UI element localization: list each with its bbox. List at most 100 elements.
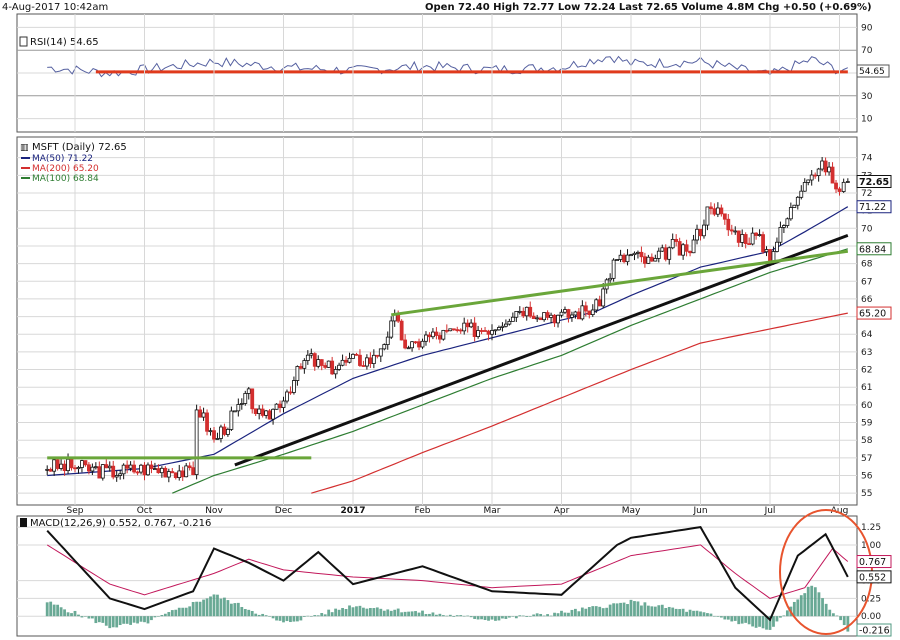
- macd-histogram-bar: [747, 616, 751, 625]
- macd-histogram-bar: [202, 599, 205, 617]
- candle-body: [799, 190, 804, 198]
- candle-body: [305, 354, 310, 361]
- macd-histogram-bar: [163, 613, 167, 617]
- candle-body: [632, 252, 637, 256]
- macd-histogram-bar: [765, 616, 768, 630]
- candle-body: [517, 310, 522, 313]
- candle-body: [111, 465, 116, 478]
- macd-histogram-bar: [407, 611, 410, 617]
- uptrend-line: [234, 233, 849, 467]
- macd-histogram-bar: [247, 609, 251, 617]
- candle-body: [497, 327, 501, 331]
- candle-body: [469, 322, 474, 328]
- candle-body: [743, 234, 748, 244]
- candle-body: [677, 241, 682, 256]
- candle-body: [128, 464, 133, 469]
- candle-body: [528, 306, 533, 317]
- macd-histogram-bar: [157, 616, 160, 617]
- macd-histogram-bar: [640, 605, 643, 617]
- candle-body: [462, 322, 467, 332]
- candle-body: [253, 408, 258, 415]
- price-tag-box: [856, 242, 892, 256]
- rsi-legend-swatch: [19, 36, 28, 47]
- candle-body: [132, 464, 136, 473]
- candle-body: [782, 225, 786, 228]
- price-tick-label: 63: [861, 348, 872, 358]
- macd-histogram-bar: [751, 616, 755, 627]
- macd-histogram-bar: [278, 616, 282, 621]
- macd-histogram-bar: [195, 601, 199, 617]
- macd-histogram-bar: [205, 598, 209, 617]
- candle-body: [225, 429, 230, 435]
- macd-histogram-bar: [45, 602, 49, 617]
- macd-histogram-bar: [66, 612, 70, 617]
- candle-body: [173, 472, 178, 479]
- macd-histogram-bar: [646, 605, 650, 617]
- candle-body: [208, 430, 213, 433]
- macd-histogram-bar: [678, 609, 682, 617]
- candle-body: [250, 388, 255, 410]
- macd-histogram-bar: [379, 608, 383, 617]
- candle-body: [458, 329, 463, 332]
- rising-support-line: [391, 249, 849, 317]
- candle-body: [649, 256, 654, 262]
- rsi-line: [47, 55, 849, 78]
- candle-body: [170, 471, 175, 474]
- macd-histogram-bar: [330, 612, 334, 617]
- macd-label: MACD(12,26,9) 0.552, 0.767, -0.216: [30, 518, 211, 529]
- macd-histogram-bar: [285, 616, 289, 622]
- candle-body: [698, 228, 703, 237]
- candle-body: [719, 207, 724, 215]
- macd-histogram-bar: [299, 616, 303, 621]
- price-tick-label: 61: [861, 383, 872, 393]
- candle-body: [722, 213, 727, 220]
- rsi-legend: RSI(14) 54.65: [19, 36, 99, 48]
- macd-histogram-bar: [702, 612, 706, 617]
- price-tick-label: 66: [861, 295, 873, 305]
- candle-body: [302, 360, 307, 369]
- price-tag-text: 72.65: [859, 177, 889, 188]
- x-axis-label: 2017: [340, 506, 365, 516]
- candle-body: [695, 228, 699, 241]
- macd-histogram-bar: [236, 602, 240, 617]
- macd-histogram-bar: [153, 616, 157, 618]
- candle-body: [747, 243, 752, 245]
- macd-histogram-bar: [209, 596, 212, 617]
- price-tag-box: [856, 306, 892, 320]
- macd-histogram-bar: [796, 599, 800, 617]
- candle-body: [552, 314, 557, 324]
- candle-body: [337, 364, 342, 370]
- rsi-tick-label: 90: [861, 23, 873, 33]
- candle-body: [274, 403, 279, 410]
- macd-histogram-bar: [271, 616, 275, 619]
- macd-histogram-bar: [438, 613, 442, 617]
- candle-body: [121, 464, 126, 475]
- macd-histogram-bar: [608, 604, 612, 617]
- candle-body: [385, 336, 390, 345]
- macd-histogram-bar: [84, 616, 87, 617]
- candle-body: [309, 353, 314, 356]
- candle-body: [48, 468, 53, 472]
- macd-histogram-bar: [487, 616, 490, 621]
- candle-body: [643, 256, 647, 264]
- macd-histogram-bar: [660, 604, 664, 617]
- candle-body: [187, 465, 192, 469]
- macd-histogram-bar: [306, 615, 310, 617]
- macd-histogram-bar: [56, 604, 60, 617]
- macd-histogram-bar: [567, 612, 570, 617]
- candle-body: [55, 459, 60, 469]
- candle-body: [639, 251, 644, 258]
- macd-histogram-bar: [709, 613, 713, 617]
- macd-histogram-bar: [365, 608, 369, 617]
- price-tick-label: 67: [861, 277, 872, 287]
- candle-body: [424, 334, 428, 342]
- candle-body: [340, 359, 345, 366]
- macd-histogram-bar: [539, 613, 543, 617]
- macd-histogram-bar: [626, 604, 629, 617]
- price-tick-label: 72: [861, 189, 872, 199]
- candle-body: [823, 160, 828, 173]
- macd-histogram-bar: [842, 616, 846, 626]
- macd-histogram-bar: [501, 616, 504, 619]
- candle-body: [222, 426, 227, 435]
- macd-histogram-bar: [393, 609, 397, 617]
